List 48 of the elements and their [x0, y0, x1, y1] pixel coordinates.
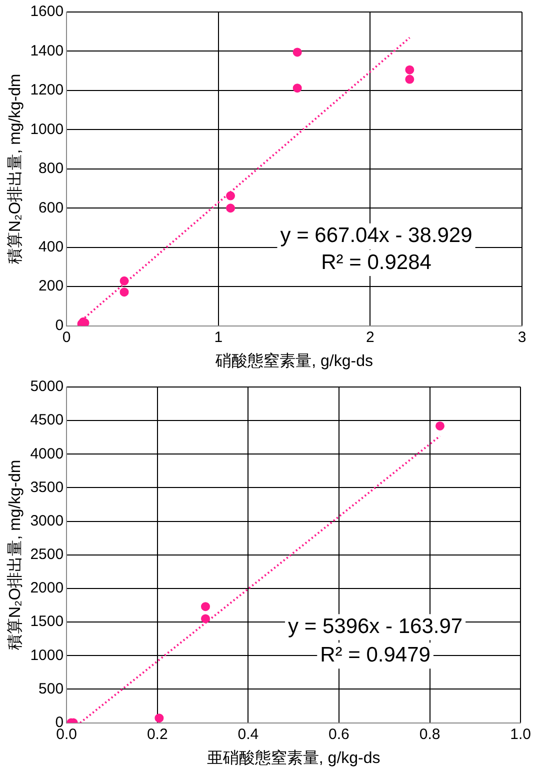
point — [435, 421, 444, 430]
x-tick-label: 0.8 — [419, 726, 440, 743]
point — [154, 714, 164, 723]
y-tick-label: 2000 — [30, 580, 64, 597]
point — [200, 602, 210, 612]
y-axis-title: 積算N₂O排出量, mg/kg-dm — [6, 460, 24, 650]
x-tick-label: 1 — [214, 328, 223, 346]
point — [200, 614, 210, 624]
point — [226, 204, 236, 213]
y-tick-label: 4000 — [30, 445, 64, 462]
annotation: y = 5396x - 163.97 — [288, 614, 463, 638]
y-tick-label: 4500 — [30, 412, 64, 429]
point — [405, 74, 414, 84]
point — [292, 84, 302, 93]
point — [226, 191, 236, 200]
x-axis-title: 亜硝酸態窒素量, g/kg-ds — [206, 748, 380, 767]
y-tick-label: 1600 — [30, 3, 64, 20]
y-tick-label: 1200 — [30, 82, 64, 99]
y-tick-label: 800 — [38, 160, 64, 178]
x-tick-label: 0.4 — [238, 726, 259, 743]
point — [292, 48, 302, 57]
annotation: y = 667.04x - 38.929 — [280, 224, 472, 248]
y-tick-label: 3000 — [30, 512, 64, 530]
y-tick-label: 500 — [38, 680, 64, 698]
x-tick-label: 2 — [366, 328, 374, 346]
y-axis-title: 積算N₂O排出量, mg/kg-dm — [6, 74, 24, 264]
y-tick-label: 1000 — [30, 646, 64, 664]
y-tick-label: 0 — [55, 316, 64, 334]
y-tick-label: 2500 — [30, 546, 64, 564]
point — [120, 288, 129, 297]
x-axis-title: 硝酸態窒素量, g/kg-ds — [214, 352, 373, 370]
point — [405, 65, 414, 74]
y-tick-label: 1000 — [30, 120, 64, 138]
x-tick-label: 1.0 — [510, 726, 532, 743]
y-tick-label: 1400 — [30, 42, 64, 60]
y-tick-label: 600 — [38, 199, 64, 216]
x-tick-label: 0.6 — [328, 726, 350, 743]
x-tick-label: 3 — [518, 328, 526, 346]
annotation: R² = 0.9284 — [321, 250, 432, 274]
annotation: R² = 0.9479 — [320, 643, 430, 666]
y-tick-label: 1500 — [30, 613, 64, 630]
x-tick-label: 0.2 — [146, 726, 168, 743]
y-tick-label: 5000 — [30, 378, 64, 396]
y-tick-label: 200 — [38, 278, 64, 295]
y-tick-label: 3500 — [30, 478, 64, 496]
x-tick-label: 0.0 — [56, 726, 77, 743]
y-tick-label: 400 — [38, 238, 64, 256]
point — [120, 276, 129, 286]
